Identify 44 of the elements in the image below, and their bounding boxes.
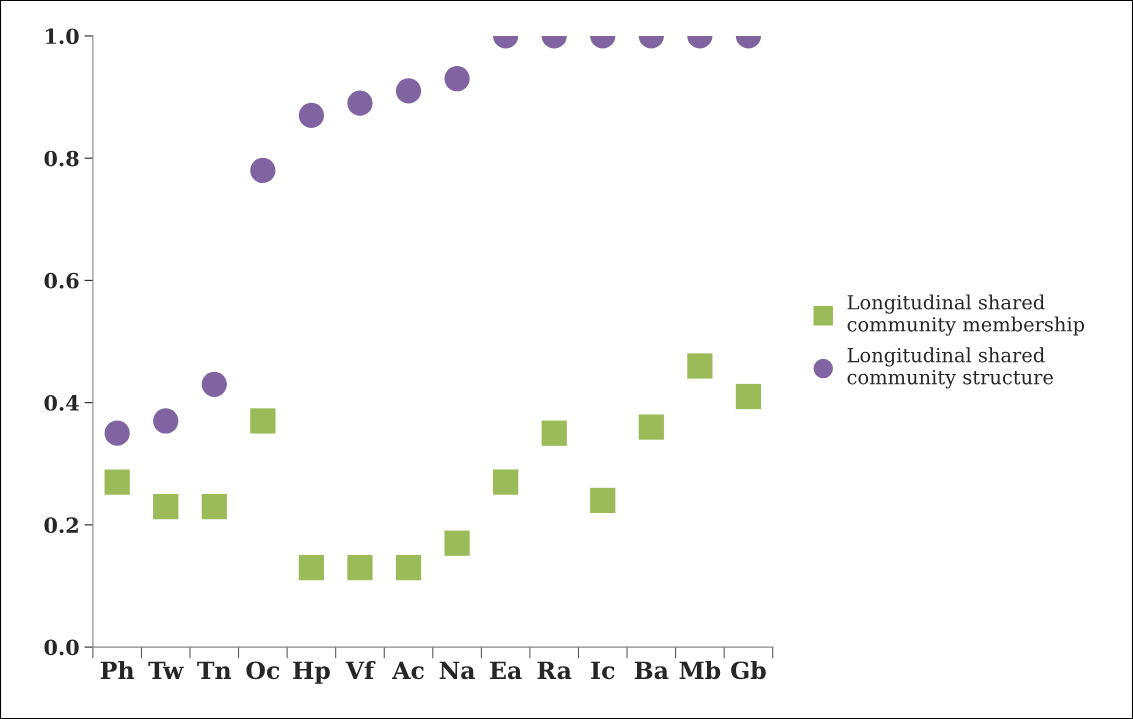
point (201, 371, 227, 397)
y-tick-label: 0.0 (44, 639, 79, 656)
x-tick-label: Ic (591, 661, 615, 680)
point (298, 102, 325, 129)
x-tick-label: Tw (148, 661, 184, 679)
point (250, 408, 276, 434)
x-tick-label: Tn (197, 661, 232, 679)
x-tick-label: Ac (391, 661, 424, 680)
x-tick-label: Ea (490, 661, 522, 680)
point (638, 414, 664, 440)
point (395, 555, 422, 581)
point (493, 469, 519, 495)
point (104, 469, 130, 495)
x-tick-label: Gb (731, 660, 766, 680)
x-tick-label: Oc (246, 661, 280, 680)
point (201, 493, 227, 520)
point (590, 487, 616, 514)
legend-label: Longitudinal shared community membership (847, 294, 1085, 336)
point (395, 78, 422, 104)
x-tick-label: Vf (345, 660, 376, 679)
point (347, 90, 373, 116)
x-tick-label: Ra (537, 661, 572, 680)
x-tick-label: Ba (634, 661, 669, 680)
point (735, 383, 762, 410)
y-tick-label: 0.6 (44, 272, 79, 289)
y-tick-label: 0.2 (44, 517, 78, 534)
point (104, 420, 130, 446)
y-tick-label: 0.4 (44, 395, 79, 411)
y-tick-label: 1.0 (46, 28, 79, 45)
y-tick-label: 0.8 (44, 150, 79, 167)
point (298, 555, 325, 581)
point (541, 420, 567, 446)
x-tick-label: Mb (679, 660, 721, 680)
point (444, 66, 470, 92)
x-tick-label: Ph (100, 660, 135, 679)
point (250, 157, 276, 184)
point (444, 530, 470, 556)
x-tick-label: Na (439, 661, 475, 680)
legend-label: Longitudinal shared community structure (847, 347, 1053, 389)
point (153, 493, 179, 520)
point (687, 353, 713, 379)
point (153, 408, 179, 434)
x-tick-label: Hp (293, 661, 330, 684)
point (347, 555, 373, 581)
